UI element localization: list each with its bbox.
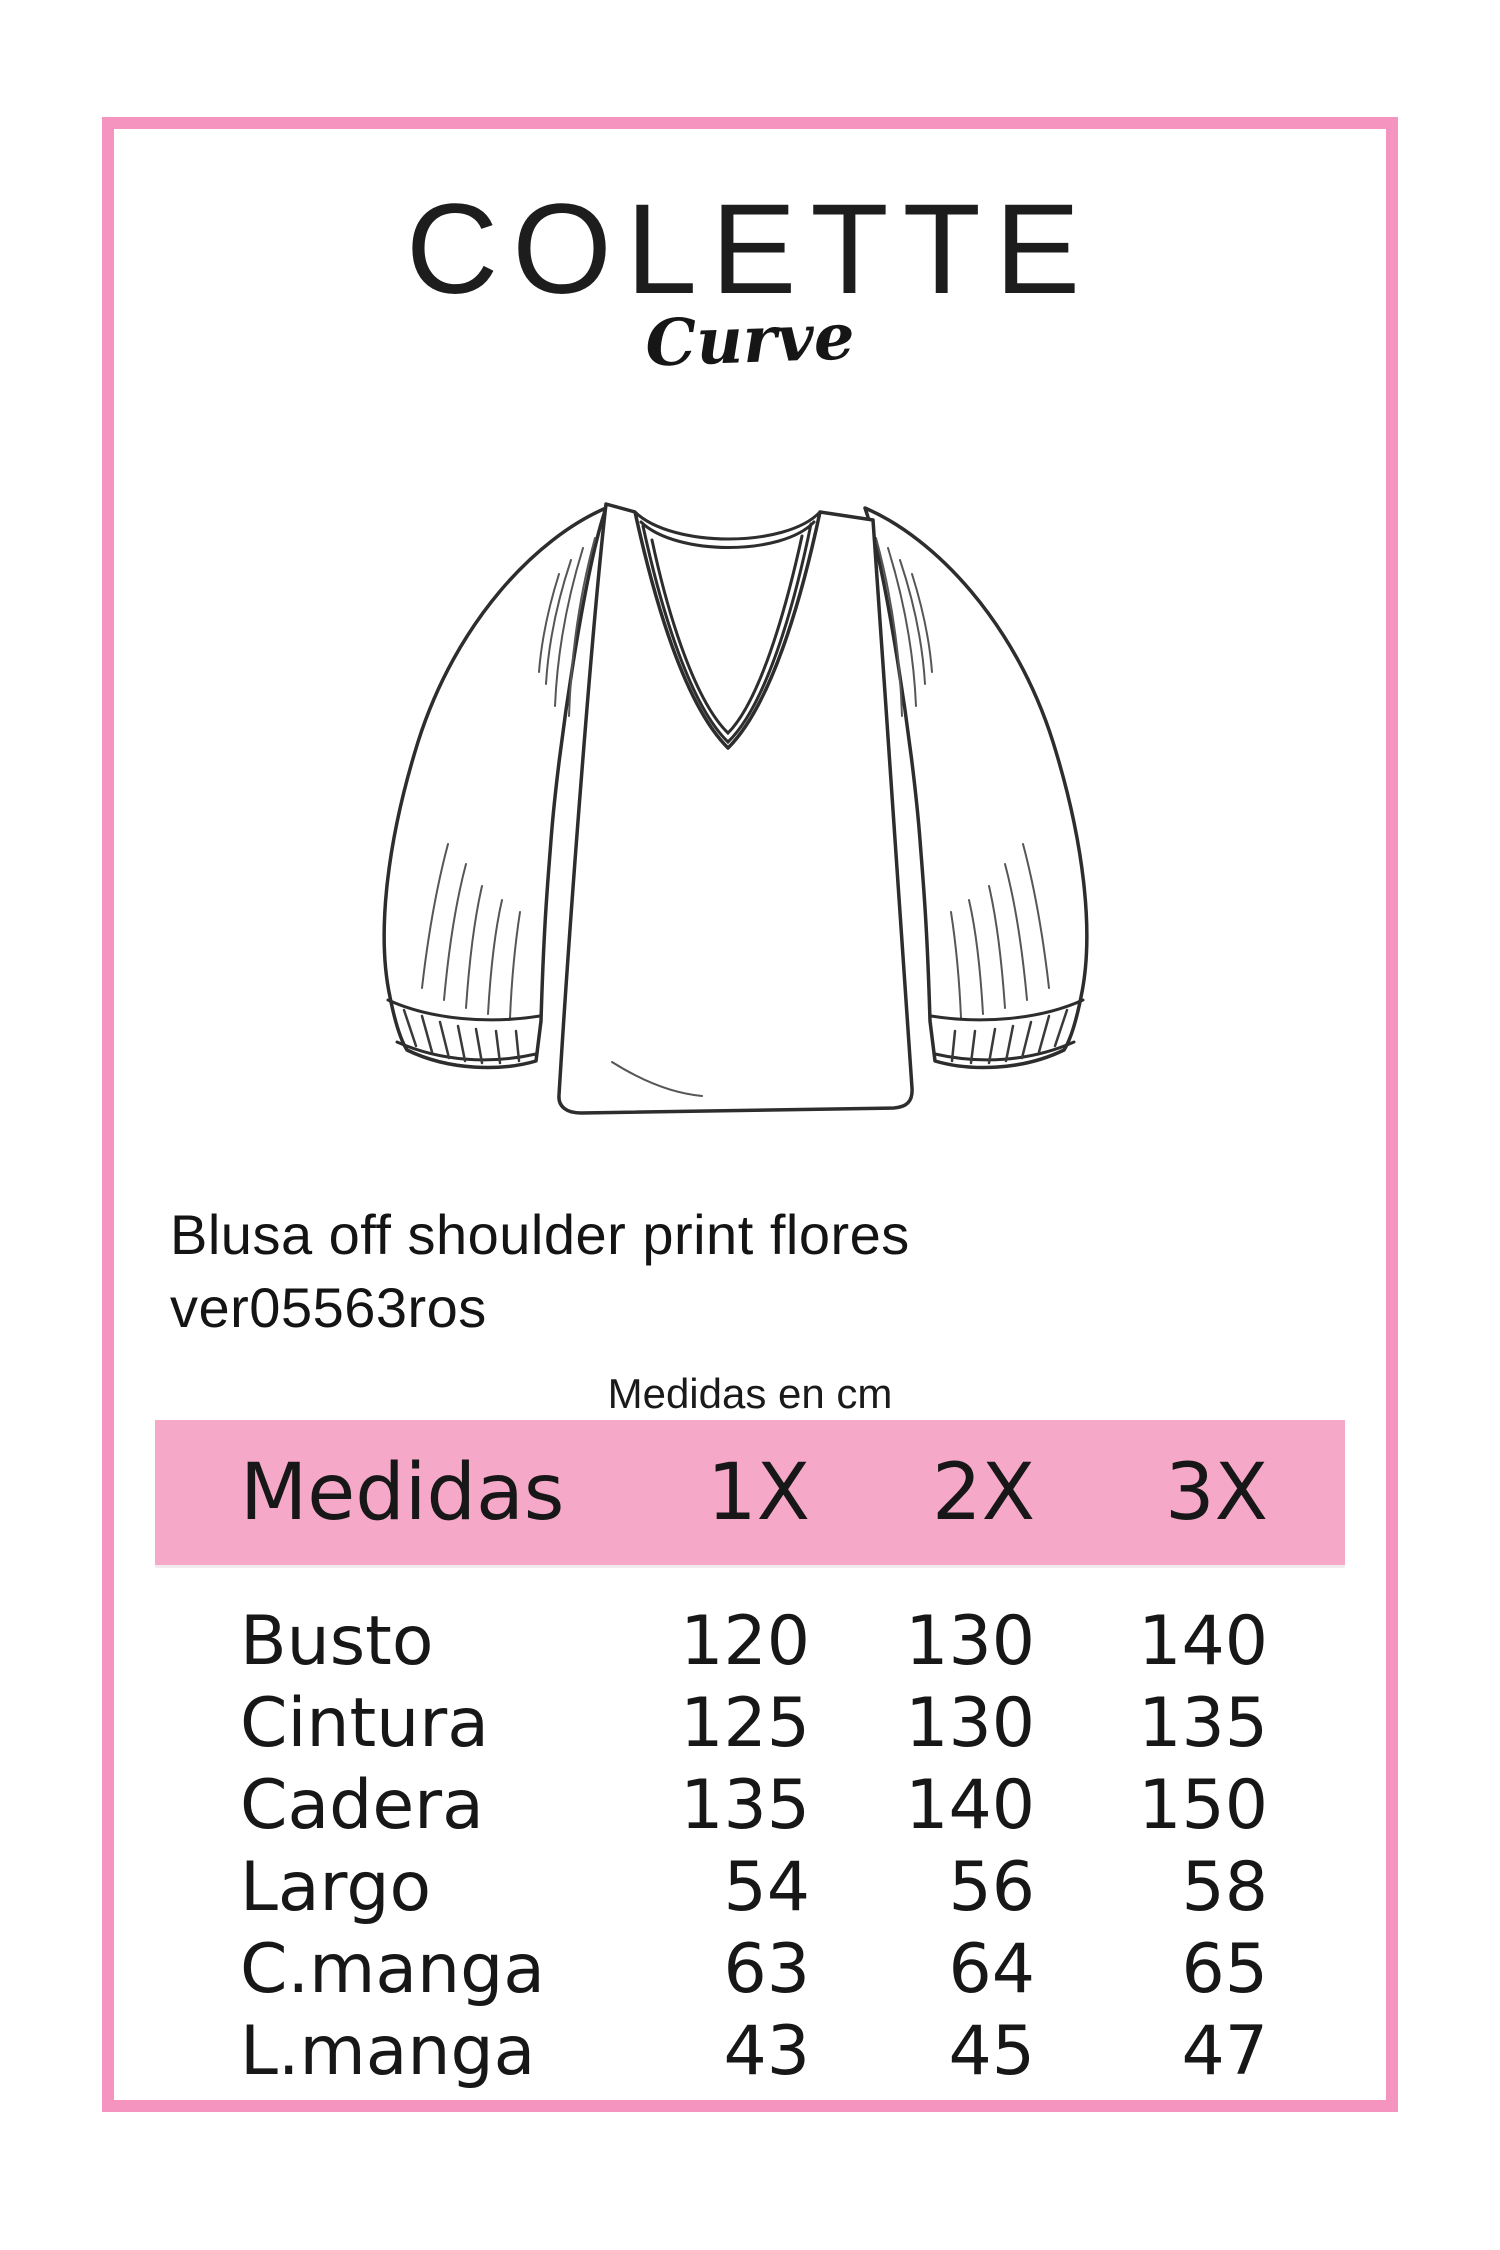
size-table: Medidas 1X 2X 3X Busto 120 130 140 Cintu…: [155, 1420, 1345, 2092]
row-value: 63: [723, 1929, 810, 2009]
row-value: 43: [723, 2011, 810, 2091]
row-label: L.manga: [240, 2011, 536, 2091]
header-size-3x: 3X: [1164, 1447, 1268, 1538]
row-label: C.manga: [240, 1929, 545, 2009]
row-value: 125: [680, 1683, 810, 1763]
row-value: 65: [1181, 1929, 1268, 2009]
row-value: 47: [1181, 2011, 1268, 2091]
pink-border-frame: [102, 117, 1398, 2112]
product-title-line1: Blusa off shoulder print flores: [170, 1203, 910, 1266]
product-title: Blusa off shoulder print flores ver05563…: [170, 1198, 910, 1344]
row-label: Cadera: [240, 1765, 484, 1845]
row-value: 135: [1138, 1683, 1268, 1763]
neckline-trim: [633, 510, 822, 745]
header-size-1x: 1X: [706, 1447, 810, 1538]
table-row: Busto 120 130 140: [155, 1600, 1345, 1682]
row-value: 120: [680, 1601, 810, 1681]
table-row: Cintura 125 130 135: [155, 1682, 1345, 1764]
table-row: C.manga 63 64 65: [155, 1928, 1345, 2010]
header-size-2x: 2X: [931, 1447, 1035, 1538]
row-value: 64: [948, 1929, 1035, 2009]
row-value: 54: [723, 1847, 810, 1927]
blouse-illustration: [382, 502, 1089, 1115]
hem-wrinkle-line: [611, 1061, 703, 1097]
row-value: 140: [905, 1765, 1035, 1845]
row-value: 150: [1138, 1765, 1268, 1845]
row-value: 130: [905, 1601, 1035, 1681]
bodice: [557, 502, 914, 1115]
row-value: 130: [905, 1683, 1035, 1763]
row-label: Busto: [240, 1601, 434, 1681]
left-sleeve: [382, 506, 608, 1070]
header-measures-label: Medidas: [240, 1447, 565, 1538]
row-value: 45: [948, 2011, 1035, 2091]
table-body: Busto 120 130 140 Cintura 125 130 135 Ca…: [155, 1600, 1345, 2092]
row-value: 140: [1138, 1601, 1268, 1681]
table-header-row: Medidas 1X 2X 3X: [155, 1420, 1345, 1565]
units-note: Medidas en cm: [607, 1370, 893, 1417]
brand-logo: COLETTE: [405, 178, 1095, 321]
row-value: 58: [1181, 1847, 1268, 1927]
table-row: Cadera 135 140 150: [155, 1764, 1345, 1846]
row-label: Cintura: [240, 1683, 489, 1763]
row-value: 56: [948, 1847, 1035, 1927]
row-label: Largo: [240, 1847, 432, 1927]
table-row: Largo 54 56 58: [155, 1846, 1345, 1928]
row-value: 135: [680, 1765, 810, 1845]
product-code: ver05563ros: [170, 1276, 487, 1339]
table-row: L.manga 43 45 47: [155, 2010, 1345, 2092]
